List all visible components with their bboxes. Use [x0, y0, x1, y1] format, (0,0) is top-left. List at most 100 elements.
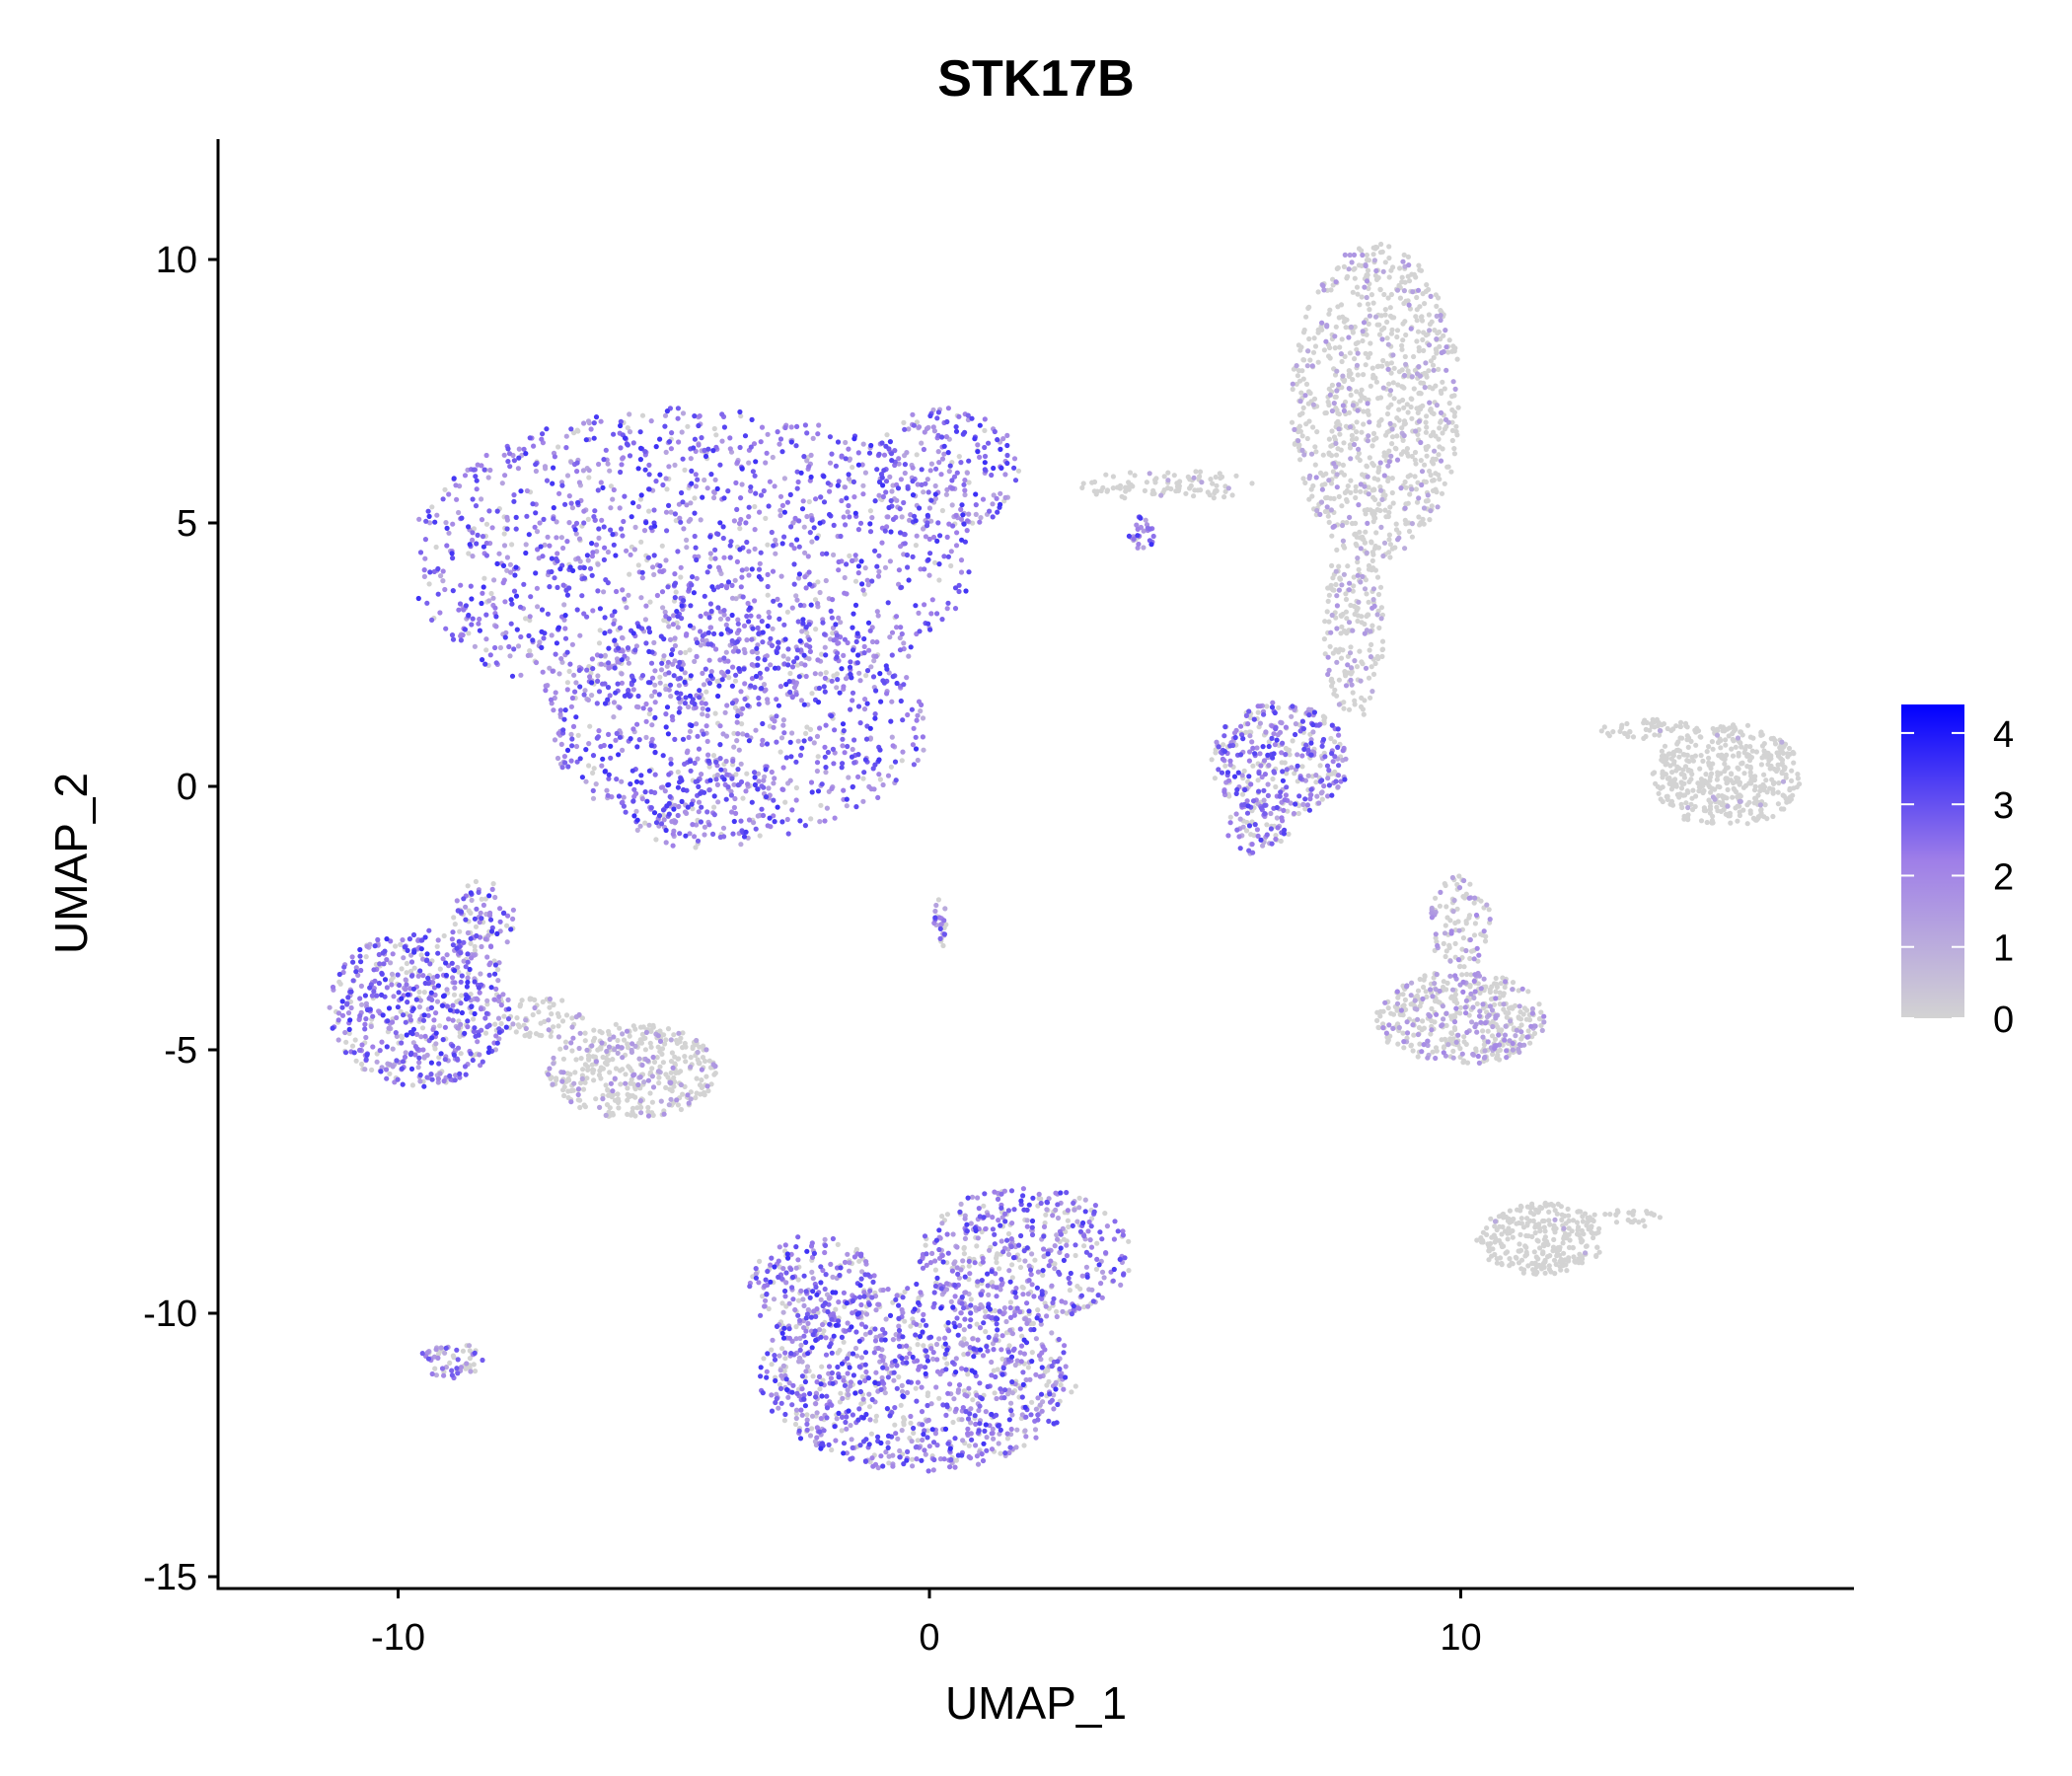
- cell-point: [1360, 252, 1366, 259]
- cell-point: [1551, 1257, 1558, 1263]
- cell-point: [1579, 1260, 1586, 1266]
- cell-point: [1102, 1211, 1108, 1217]
- cell-point: [901, 1415, 907, 1421]
- cell-point: [1619, 722, 1625, 728]
- cell-point: [1442, 1036, 1448, 1042]
- cell-point: [1541, 1019, 1547, 1025]
- cell-point: [1518, 1266, 1524, 1272]
- cell-point: [962, 491, 968, 498]
- cell-point: [637, 496, 644, 502]
- cell-point: [1671, 759, 1677, 765]
- cell-point: [1518, 1216, 1524, 1221]
- cell-point: [1378, 313, 1384, 319]
- cell-point: [1310, 482, 1316, 489]
- cell-point: [961, 1251, 968, 1257]
- cell-point: [374, 1059, 380, 1065]
- cell-point: [654, 1055, 660, 1061]
- cell-point: [586, 420, 592, 426]
- cell-point: [1298, 344, 1304, 350]
- cell-point: [786, 1300, 792, 1306]
- cell-point: [1698, 818, 1705, 824]
- cell-point: [942, 1355, 948, 1361]
- cell-point: [393, 943, 399, 949]
- cell-point: [1025, 1291, 1031, 1296]
- cell-point: [1372, 660, 1378, 667]
- cell-point: [1767, 766, 1773, 772]
- cell-point: [1321, 287, 1327, 293]
- cell-point: [1411, 1032, 1417, 1038]
- cell-point: [645, 1058, 651, 1064]
- cell-point: [1389, 426, 1395, 432]
- cell-point: [1443, 423, 1449, 429]
- cell-point: [997, 1266, 1002, 1272]
- cell-point: [564, 473, 571, 479]
- cell-point: [569, 505, 576, 511]
- cell-point: [1295, 752, 1300, 758]
- cell-point: [634, 827, 640, 834]
- cell-point: [1441, 333, 1446, 338]
- cell-point: [606, 1028, 612, 1035]
- cell-point: [882, 1390, 888, 1396]
- cell-point: [1729, 772, 1735, 777]
- cell-point: [1208, 477, 1214, 482]
- cell-point: [684, 545, 690, 551]
- cell-point: [1387, 420, 1393, 426]
- cell-point: [484, 998, 490, 1003]
- cell-point: [1455, 405, 1461, 410]
- cell-point: [1468, 991, 1474, 998]
- cell-point: [661, 1032, 667, 1038]
- cell-point: [418, 952, 424, 958]
- cell-point: [976, 1407, 982, 1414]
- cell-point: [617, 1025, 623, 1031]
- cell-point: [843, 439, 849, 446]
- cell-point: [812, 597, 819, 603]
- cell-point: [615, 1050, 621, 1056]
- cell-point: [1410, 1022, 1416, 1028]
- cell-point: [1375, 656, 1381, 662]
- cell-point: [1355, 350, 1361, 356]
- cell-point: [655, 1033, 661, 1039]
- cell-point: [1703, 808, 1709, 814]
- cell-point: [1731, 738, 1737, 744]
- cell-point: [668, 509, 674, 515]
- cell-point: [887, 474, 893, 480]
- cell-point: [793, 1415, 799, 1422]
- cell-point: [649, 693, 655, 700]
- cell-point: [804, 629, 810, 636]
- cell-point: [1532, 1268, 1538, 1274]
- cell-point: [1099, 1269, 1106, 1275]
- cell-point: [585, 697, 592, 703]
- cell-point: [1650, 771, 1656, 777]
- cell-point: [1539, 1027, 1545, 1033]
- cell-point: [680, 1091, 686, 1097]
- cell-point: [1326, 592, 1332, 598]
- cell-point: [617, 505, 623, 511]
- cell-point: [496, 998, 502, 1004]
- cell-point: [814, 733, 821, 740]
- cell-point: [686, 1100, 692, 1106]
- cell-point: [1241, 768, 1247, 775]
- cell-point: [1441, 1016, 1446, 1022]
- cell-point: [973, 511, 979, 518]
- cell-point: [821, 1328, 827, 1334]
- cell-point: [1325, 776, 1331, 781]
- cell-point: [782, 799, 788, 805]
- cell-point: [1370, 252, 1376, 258]
- cell-point: [1386, 537, 1392, 543]
- cell-point: [1079, 1273, 1085, 1279]
- cell-point: [894, 497, 900, 503]
- cell-point: [688, 516, 694, 523]
- cell-point: [1739, 744, 1744, 750]
- cell-point: [1352, 531, 1358, 537]
- cell-point: [1345, 273, 1351, 279]
- cell-point: [1480, 1028, 1486, 1034]
- cell-point: [1678, 801, 1684, 808]
- cell-point: [1518, 1036, 1524, 1042]
- cell-point: [1333, 581, 1339, 588]
- cell-point: [547, 996, 554, 1002]
- cell-point: [892, 1422, 898, 1428]
- cell-point: [994, 1395, 999, 1402]
- cell-point: [1443, 416, 1449, 422]
- cell-point: [1394, 333, 1400, 340]
- cell-point: [579, 1075, 585, 1081]
